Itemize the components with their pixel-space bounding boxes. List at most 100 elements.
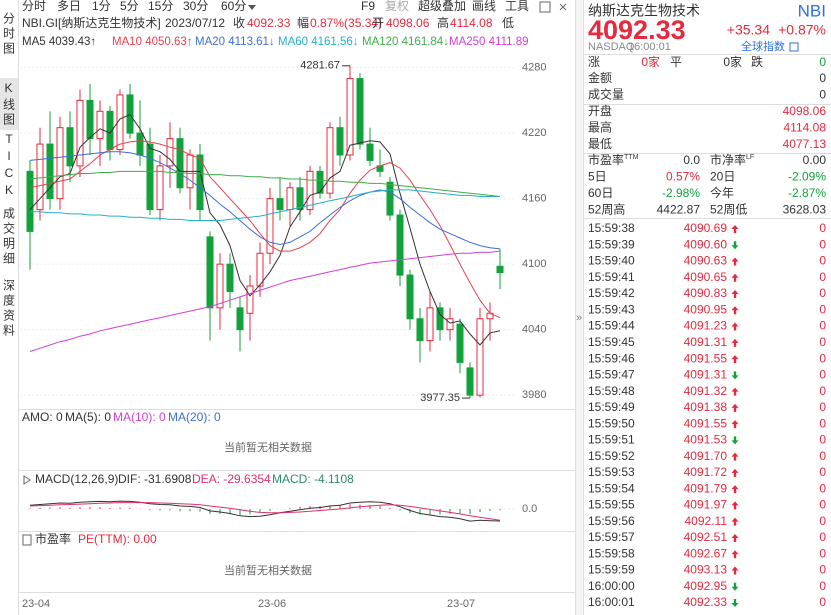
tick-time: 15:59:44 [588, 319, 635, 333]
header-field: 4092.33 [247, 16, 291, 30]
header-field: 0.87%(35.34) [310, 16, 382, 30]
metric-value: 0.57% [666, 170, 700, 184]
metric-label-text: 市净率 [710, 152, 746, 167]
macd-line [29, 502, 501, 521]
metric-value: 0.00 [803, 153, 827, 167]
collapse-icon[interactable]: » [576, 312, 582, 324]
ma-legend: MA120 4161.84↓ [362, 36, 449, 48]
candle-body [36, 143, 44, 211]
tick-direction [731, 598, 739, 607]
no-data: 当前暂无相关数据 [224, 440, 312, 454]
tick-price: 4090.65 [684, 270, 728, 284]
tick-volume: 0 [819, 595, 826, 609]
tick-direction [731, 355, 739, 364]
metric-label-text: 52周高 [588, 202, 625, 217]
tool-button[interactable]: 超级叠加 [418, 0, 466, 13]
macd-legend: DIF: -31.6908 [118, 472, 192, 486]
breadth-value: 0 [819, 55, 826, 69]
tick-price: 4091.38 [684, 400, 728, 414]
candle-body [46, 143, 54, 200]
tool-button[interactable]: F9 [361, 0, 375, 13]
tick-price: 4091.79 [684, 481, 728, 495]
tick-price: 4092.95 [684, 579, 728, 593]
tick-price: 4090.95 [684, 302, 728, 316]
tick-volume: 0 [819, 498, 826, 512]
tick-direction [731, 533, 739, 542]
metric-label: 5日 [588, 170, 607, 184]
tool-icon[interactable] [559, 3, 567, 11]
candle-body [96, 110, 104, 140]
tick-time: 16:00:01 [588, 595, 635, 609]
side-tab[interactable]: 分时图 [1, 11, 16, 57]
ma-legend: MA20 4113.61↓ [195, 36, 275, 48]
side-tab[interactable]: 深度资料 [1, 279, 16, 339]
header-field: 高 [437, 15, 449, 30]
side-tab[interactable]: 成交明细 [1, 207, 16, 267]
header-field: 低 [502, 16, 514, 30]
stat-value: 0 [819, 88, 826, 102]
candle-body [206, 236, 214, 309]
stat-label: 金额 [588, 70, 612, 85]
x-tick-label: 23-04 [22, 598, 50, 610]
candle-body [126, 94, 134, 134]
tick-time: 15:59:42 [588, 286, 635, 300]
candle-body [136, 132, 144, 156]
tick-direction [731, 582, 739, 591]
tick-volume: 0 [819, 481, 826, 495]
tick-time: 15:59:54 [588, 481, 635, 495]
y-tick-label: 4280 [522, 62, 546, 74]
y-tick-label: 4220 [522, 127, 546, 139]
candle-body [166, 138, 174, 167]
ma-legend: MA60 4161.56↓ [278, 36, 359, 48]
metric-value: -2.87% [788, 186, 826, 200]
tick-volume: 0 [819, 465, 826, 479]
tick-price: 4091.70 [684, 449, 728, 463]
y-tick-label: 4160 [522, 193, 546, 205]
collapse-strip[interactable] [575, 0, 583, 615]
tick-price: 4090.83 [684, 286, 728, 300]
stat-label: 最高 [588, 120, 612, 135]
tick-direction [731, 550, 739, 559]
candle-body [56, 127, 64, 200]
tick-volume: 0 [819, 514, 826, 528]
candle-body [326, 127, 334, 194]
tool-button[interactable]: 复权 [385, 0, 409, 13]
period-tab[interactable]: 分时 [22, 0, 46, 13]
tick-price: 4092.51 [684, 530, 728, 544]
tick-direction [731, 452, 739, 461]
tick-price: 4091.31 [684, 335, 728, 349]
period-tab[interactable]: 1分 [92, 0, 111, 13]
period-tab[interactable]: 15分 [148, 0, 173, 13]
candle-body [246, 285, 254, 314]
macd-legend: DEA: -29.6354 [192, 472, 271, 486]
tick-time: 15:59:55 [588, 498, 635, 512]
tick-time: 15:59:52 [588, 449, 635, 463]
ma-legend: MA5 4039.43↑ [22, 36, 96, 48]
tool-button[interactable]: 画线 [472, 0, 496, 13]
tick-volume: 0 [819, 449, 826, 463]
candle-body [296, 187, 304, 211]
global-index-link[interactable]: 全球指数 [741, 39, 785, 53]
ma-line [30, 189, 500, 221]
tool-icon[interactable] [539, 1, 551, 13]
stat-label: 开盘 [588, 103, 612, 118]
period-tab[interactable]: 多日 [57, 0, 81, 13]
dropdown-icon[interactable] [248, 5, 256, 10]
header-field: 2023/07/12 [165, 16, 225, 30]
period-tab[interactable]: 5分 [120, 0, 139, 13]
quote-change: +35.34 [727, 22, 770, 38]
quote-name: 纳斯达克生物技术 [588, 3, 700, 19]
tick-price: 4091.97 [684, 498, 728, 512]
tick-direction [731, 420, 739, 429]
y-tick-label: 0.0 [522, 503, 537, 515]
side-tab[interactable]: TICK [2, 132, 16, 200]
period-tab[interactable]: 60分 [221, 0, 246, 13]
tool-button[interactable]: 工具 [505, 0, 529, 13]
period-tab[interactable]: 30分 [183, 0, 208, 13]
y-tick-label: 3980 [522, 389, 546, 401]
metric-value: 0.0 [683, 153, 700, 167]
y-tick-label: 4100 [522, 258, 546, 270]
breadth-value: 0家 [723, 54, 742, 69]
tick-direction [731, 501, 739, 510]
side-tab[interactable]: K线图 [0, 78, 18, 130]
